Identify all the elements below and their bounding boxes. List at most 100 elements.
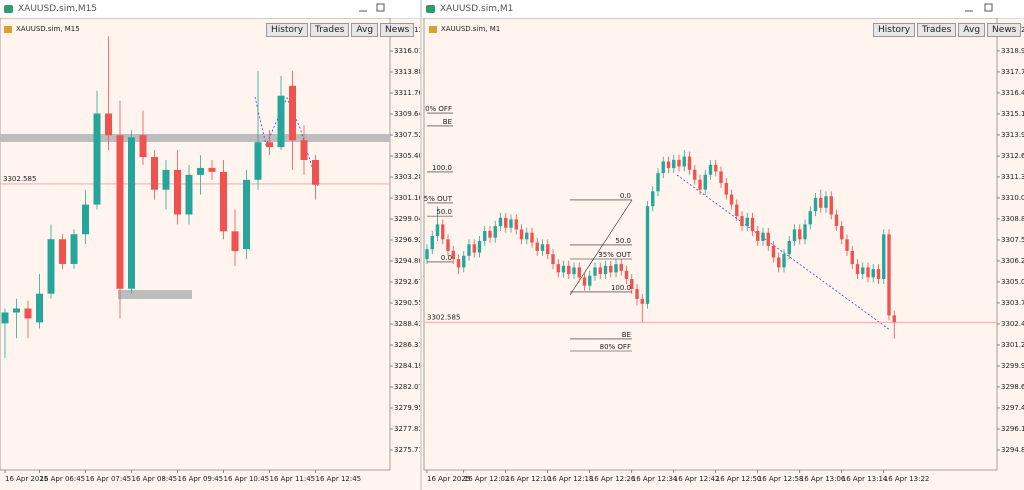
x-tick-label: 16 Apr 12:18 <box>548 475 594 483</box>
candle-body <box>619 264 623 271</box>
toolbar-button[interactable]: History <box>873 23 916 37</box>
x-tick-label: 16 Apr 06:45 <box>40 475 86 483</box>
title-bar: XAUUSD.sim,M1 <box>422 0 1024 19</box>
candle-body <box>714 164 718 172</box>
y-tick-label: 3294.870 <box>1001 446 1024 454</box>
toolbar-button[interactable]: News <box>987 23 1022 37</box>
minimize[interactable] <box>358 3 368 13</box>
x-tick-label: 16 Apr 10:45 <box>224 475 270 483</box>
x-tick-label: 16 Apr 13:06 <box>800 475 846 483</box>
chart-window: XAUUSD.sim,M1 XAUUSD.sim, M1 3320.250331… <box>422 0 1024 490</box>
candle-body <box>128 137 135 289</box>
candle-body <box>514 219 518 230</box>
candle-body <box>139 135 147 158</box>
level-label: BE <box>443 118 452 126</box>
x-tick-label: 16 Apr 09:45 <box>178 475 224 483</box>
candle-body <box>792 229 797 241</box>
chart: XAUUSD.sim, M1 3320.2503318.9813317.7123… <box>423 18 1024 483</box>
candle-body <box>855 264 860 275</box>
candle-body <box>803 224 807 240</box>
y-tick-label: 3282.074 <box>394 383 420 391</box>
candle-body <box>504 217 508 228</box>
candle-body <box>446 239 450 251</box>
candle-body <box>509 219 513 228</box>
chart-label: XAUUSD.sim, M1 <box>441 25 500 33</box>
candle-body <box>682 156 686 167</box>
candle-body <box>483 231 487 241</box>
minimize[interactable] <box>964 3 974 13</box>
candle-body <box>624 270 629 280</box>
y-tick-label: 3309.647 <box>394 110 420 118</box>
zone <box>118 290 192 299</box>
level-label: 0% OFF <box>425 105 452 113</box>
candle-body <box>300 140 308 161</box>
y-tick-label: 3296.139 <box>1001 425 1024 433</box>
candle-body <box>498 217 503 227</box>
candle-body <box>567 265 571 275</box>
toolbar-button[interactable]: Avg <box>351 23 379 37</box>
candle-body <box>116 135 124 289</box>
x-tick-label: 16 Apr 12:42 <box>674 475 720 483</box>
candle-body <box>787 240 791 255</box>
y-tick-label: 3303.753 <box>1001 299 1024 307</box>
x-tick-label: 16 Apr 12:58 <box>758 475 804 483</box>
candle-body <box>719 171 723 184</box>
candle-body <box>577 267 581 278</box>
y-tick-label: 3298.677 <box>1001 383 1024 391</box>
symbol-icon <box>429 26 437 33</box>
level-label: 100.0 <box>611 284 631 292</box>
y-tick-label: 3302.484 <box>1001 320 1024 328</box>
candle-body <box>672 159 676 169</box>
plot-area <box>423 18 998 471</box>
level-label: 80% OFF <box>600 343 631 351</box>
chart-window: XAUUSD.sim,M15 XAUUSD.sim, M15 3318.1313… <box>0 0 420 490</box>
y-tick-label: 3275.711 <box>394 446 420 454</box>
candle-body <box>243 179 250 250</box>
toolbar-button[interactable]: Trades <box>917 23 957 37</box>
level-label: 50.0 <box>436 208 452 216</box>
candle-body <box>231 231 239 252</box>
candle-body <box>766 232 770 246</box>
candle-body <box>477 240 482 253</box>
candle-body <box>220 171 227 232</box>
candle-body <box>488 231 492 238</box>
y-tick-label: 3305.405 <box>394 152 420 160</box>
level-label: 100.0 <box>432 164 452 172</box>
candle-body <box>651 191 655 207</box>
candle-body <box>535 242 539 251</box>
candle-body <box>861 267 865 275</box>
y-tick-label: 3310.098 <box>1001 194 1024 202</box>
y-tick-label: 3317.712 <box>1001 68 1024 76</box>
candle-body <box>530 232 534 243</box>
y-tick-label: 3307.526 <box>394 131 420 139</box>
y-tick-label: 3299.042 <box>394 215 420 223</box>
candle-body <box>819 197 823 208</box>
toolbar-button[interactable]: History <box>266 23 309 37</box>
y-tick-label: 3301.163 <box>394 194 420 202</box>
maximize[interactable] <box>984 3 994 13</box>
maximize[interactable] <box>376 3 386 13</box>
candle-body <box>430 235 434 250</box>
x-tick-label: 16 Apr 12:50 <box>716 475 762 483</box>
candle-body <box>208 167 216 172</box>
toolbar-button[interactable]: Avg <box>958 23 986 37</box>
y-tick-label: 3305.022 <box>1001 278 1024 286</box>
y-tick-label: 3301.215 <box>1001 341 1024 349</box>
x-tick-label: 16 Apr 07:45 <box>86 475 132 483</box>
price-line-label: 3302.585 <box>427 313 460 321</box>
candle-body <box>254 142 262 180</box>
candle-body <box>703 174 707 190</box>
toolbar-button[interactable]: News <box>380 23 415 37</box>
toolbar: History Trades Avg News <box>873 23 1022 37</box>
level-label: 5% OUT <box>424 195 453 203</box>
candle-body <box>467 244 471 256</box>
x-tick-label: 16 Apr 13:14 <box>842 475 888 483</box>
window-icon <box>426 5 435 13</box>
candle-body <box>561 265 566 273</box>
toolbar-button[interactable]: Trades <box>310 23 350 37</box>
candle-body <box>462 255 466 268</box>
candle-body <box>850 250 854 265</box>
y-tick-label: 3312.630 <box>1001 152 1024 160</box>
x-tick-label: 16 Apr 11:45 <box>270 475 316 483</box>
candle-body <box>808 211 812 225</box>
